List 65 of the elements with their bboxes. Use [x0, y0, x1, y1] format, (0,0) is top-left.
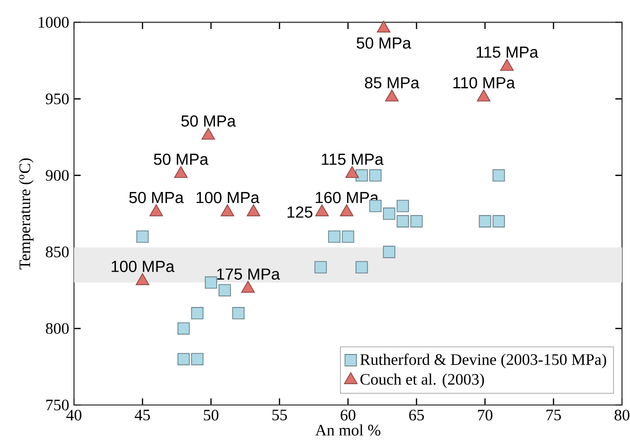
point — [345, 166, 359, 178]
point — [328, 230, 340, 243]
annotation: 50 MPa — [154, 154, 208, 165]
point — [342, 230, 354, 243]
point — [376, 20, 390, 33]
y-tick-label: 850 — [46, 246, 69, 258]
point — [410, 215, 423, 228]
annotation: 115 MPa — [476, 46, 538, 58]
point — [478, 215, 492, 228]
point — [191, 352, 204, 366]
annotation: 100 MPa — [112, 260, 174, 272]
point — [385, 90, 399, 102]
point — [232, 307, 245, 320]
y-tick-label: 1000 — [38, 16, 69, 28]
annotation: 175 MPa — [217, 268, 280, 280]
point — [174, 166, 188, 178]
x-tick-label: 40 — [66, 410, 82, 420]
x-axis-title: An mol % — [315, 424, 380, 436]
point — [314, 261, 327, 274]
x-tick-label: 75 — [546, 410, 561, 420]
annotation: 100 MPa — [196, 192, 260, 204]
point — [382, 246, 396, 258]
point — [500, 58, 514, 71]
point — [136, 230, 149, 243]
annotation: 85 MPa — [364, 77, 420, 88]
annotation: 115 MPa — [322, 154, 384, 165]
annotation: 110 MPa — [453, 77, 516, 88]
y-tick-label: 950 — [46, 93, 69, 104]
y-tick-label: 800 — [46, 323, 69, 334]
point — [246, 204, 260, 216]
point — [492, 215, 505, 228]
point — [340, 204, 354, 216]
annotation: 50 MPa — [129, 192, 184, 204]
x-tick-label: 80 — [614, 410, 630, 420]
point — [177, 322, 190, 335]
point — [382, 208, 396, 220]
point — [356, 169, 368, 182]
x-tick-label: 55 — [272, 410, 287, 420]
point — [149, 204, 163, 216]
point — [218, 284, 231, 296]
point — [396, 215, 409, 228]
x-tick-label: 65 — [409, 410, 424, 420]
legend-label: Rutherford & Devine (2003-150 MPa) — [360, 354, 606, 368]
annotation: 50 MPa — [356, 37, 412, 49]
point — [202, 128, 216, 140]
point — [204, 276, 218, 289]
legend-label: Couch et al. (2003) — [360, 373, 484, 388]
point — [369, 169, 382, 182]
y-axis-title: Temperature ($^{o}$C) — [18, 158, 34, 270]
annotation: 125 — [288, 206, 312, 218]
point — [396, 200, 409, 212]
point — [177, 352, 190, 366]
point — [220, 204, 234, 216]
x-tick-label: 70 — [478, 410, 492, 420]
point — [356, 261, 368, 274]
x-tick-label: 60 — [340, 410, 356, 420]
point — [315, 204, 329, 216]
x-tick-label: 45 — [134, 410, 150, 420]
point — [191, 307, 204, 320]
y-tick-label: 900 — [46, 170, 69, 181]
y-tick-label: 750 — [46, 400, 69, 410]
x-tick-label: 50 — [204, 410, 218, 420]
point — [476, 90, 490, 102]
point — [492, 169, 505, 182]
annotation: 50 MPa — [181, 115, 236, 127]
